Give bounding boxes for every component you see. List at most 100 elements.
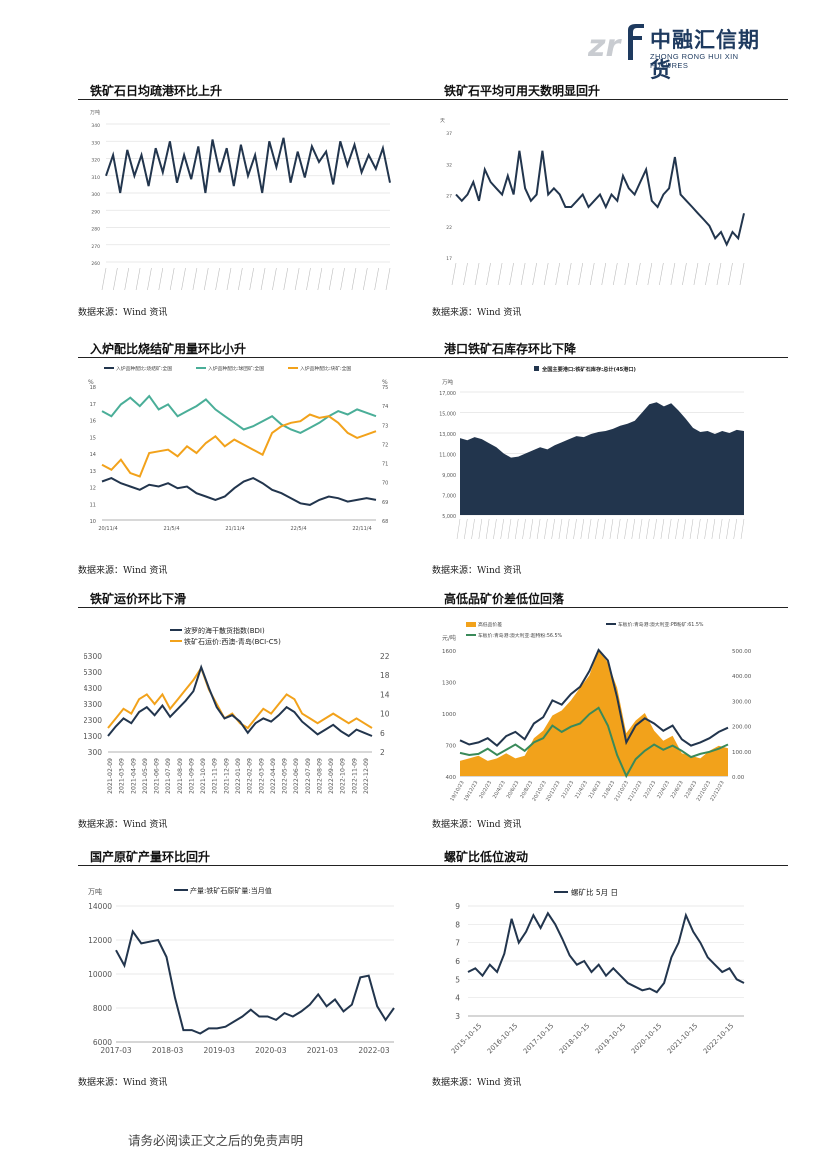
chart-freight: 波罗的海干散货指数(BDI)铁矿石运价:西澳-青岛(BCI-C5)6300530… — [84, 626, 390, 794]
x-tick-mark — [340, 267, 345, 291]
x-tick-label: 2021-10-15 — [666, 1022, 700, 1056]
panel-title: 铁矿运价环比下滑 — [90, 592, 187, 606]
y-tick-label: 1300 — [84, 732, 102, 741]
x-tick-label: 2019-10-15 — [594, 1022, 628, 1056]
y-tick-label: 310 — [91, 175, 100, 181]
x-tick-label: 2020-03 — [255, 1046, 287, 1055]
x-tick-mark — [471, 518, 475, 540]
x-tick-label: 2022-10-09 — [340, 758, 347, 794]
y-tick-label: 5 — [455, 975, 460, 984]
y-tick-label: 32 — [446, 162, 452, 168]
y-tick-label: 280 — [91, 227, 100, 233]
x-tick-mark — [558, 518, 563, 540]
series-line-bci-c5 — [107, 665, 373, 730]
y-tick-label: 75 — [382, 385, 388, 391]
y-tick-label: 14 — [380, 690, 390, 699]
y-tick-label: 17 — [90, 402, 96, 408]
x-tick-mark — [507, 518, 512, 540]
title-underline — [432, 357, 788, 358]
chart-port-inventory: 万吨 全国主要港口:铁矿石库存:总计(45港口) 17,000 15,000 13,00… — [439, 365, 745, 540]
chart-domestic-output: 万吨 产量:铁矿石原矿量:当月值1400012000100008000600020… — [88, 886, 395, 1055]
x-tick-mark — [362, 267, 368, 291]
series-line-pellet — [101, 477, 377, 506]
chart-sinter-ratio: % % 入炉品种配比:烧结矿:全国 入炉品种配比:球团矿:全国 入炉品种配比:块矿:全国… — [88, 365, 388, 532]
logo-name-cn: 中融汇信期货 — [650, 28, 760, 82]
data-source: 数据来源：Wind 资讯 — [432, 308, 522, 318]
x-tick-label: 2017-03 — [100, 1046, 132, 1055]
unit-label-left: % — [88, 379, 94, 386]
x-tick-mark — [631, 518, 636, 540]
x-tick-label: 2022-02-09 — [247, 758, 254, 794]
data-source: 数据来源：Wind 资讯 — [432, 1078, 522, 1088]
title-underline — [432, 607, 788, 608]
y-tick-label: 7,000 — [442, 494, 456, 500]
x-tick-mark — [464, 518, 468, 540]
x-tick-mark — [520, 262, 526, 286]
x-tick-label: 2022-01-09 — [235, 758, 242, 794]
x-tick-mark — [181, 267, 186, 291]
x-tick-mark — [158, 267, 164, 291]
y-tick-label: 12000 — [88, 936, 112, 945]
title-underline — [432, 865, 788, 866]
x-tick-label: 2021-10-09 — [200, 758, 207, 794]
x-tick-mark — [451, 262, 457, 286]
legend-label: 铁矿石运价:西澳-青岛(BCI-C5) — [184, 637, 281, 646]
x-tick-mark — [646, 518, 650, 540]
legend-label: 波罗的海干散货指数(BDI) — [184, 626, 265, 635]
x-tick-label: 22/11/4 — [352, 526, 371, 532]
y-tick-label: 69 — [382, 500, 388, 506]
x-tick-mark — [660, 518, 665, 540]
unit-label: 天 — [440, 118, 445, 124]
series-line-super-special — [459, 706, 729, 779]
x-tick-mark — [647, 262, 653, 286]
x-tick-label: 2018-10-15 — [558, 1022, 592, 1056]
x-tick-label: 2021-09-09 — [188, 758, 195, 794]
x-tick-mark — [124, 267, 130, 291]
y-tick-label: 27 — [446, 194, 452, 200]
data-source: 数据来源：Wind 资讯 — [78, 820, 168, 830]
y-tick-label: 11 — [90, 502, 96, 508]
x-tick-mark — [192, 267, 198, 291]
x-tick-mark — [573, 518, 577, 540]
y-tick-label: 1000 — [442, 712, 456, 718]
legend-label: 车板价:青岛港:澳大利亚:超特粉:56.5% — [478, 632, 563, 639]
x-tick-mark — [456, 518, 461, 540]
x-tick-mark — [522, 518, 526, 540]
x-tick-label: 2022-04-09 — [270, 758, 277, 794]
y-tick-label: 15 — [90, 435, 96, 441]
x-tick-label: 2021-08-09 — [177, 758, 184, 794]
y-tick-label: 700 — [446, 744, 457, 750]
x-tick-mark — [624, 518, 628, 540]
y-tick-label: 9,000 — [442, 473, 456, 479]
x-tick-label: 2017-10-15 — [522, 1022, 556, 1056]
y-tick-label: 200.00 — [732, 725, 752, 731]
y-tick-label: 100.00 — [732, 750, 752, 756]
x-tick-label: 22/5/4 — [290, 526, 306, 532]
zrf-logo-mark: zr — [587, 24, 644, 64]
x-tick-label: 2022-03-09 — [258, 758, 265, 794]
y-tick-label: 71 — [382, 462, 388, 468]
x-tick-label: 20/11/4 — [98, 526, 117, 532]
y-tick-label: 6300 — [84, 652, 102, 661]
x-tick-label: 2019-03 — [204, 1046, 236, 1055]
y-tick-label: 6 — [380, 729, 385, 738]
x-tick-label: 2021-06-09 — [154, 758, 161, 794]
x-tick-label: 2021-03-09 — [119, 758, 126, 794]
y-tick-label: 14 — [90, 452, 96, 458]
y-tick-label: 3300 — [84, 700, 102, 709]
x-tick-label: 2022-12-09 — [363, 758, 370, 794]
x-tick-mark — [532, 262, 537, 286]
panel-title: 国产原矿产量环比回升 — [90, 850, 211, 864]
x-tick-label: 2021-11-09 — [212, 758, 219, 794]
unit-label: 万吨 — [88, 887, 102, 896]
chart-grade-spread: 元/吨 高低品价差 车板价:青岛港:澳大利亚:PB粉矿:61.5% 车板价:青岛港:澳… — [442, 621, 752, 802]
series-line-sinter — [101, 394, 377, 434]
x-tick-mark — [238, 267, 243, 291]
logo-zr: zr — [588, 29, 622, 64]
x-tick-mark — [705, 262, 710, 286]
x-tick-label: 2021-07-09 — [165, 758, 172, 794]
company-logo: zr 中融汇信期货 ZHONG RONG HUI XIN FUTURES — [587, 22, 778, 82]
x-tick-mark — [283, 267, 289, 291]
x-tick-label: 2022-09-09 — [328, 758, 335, 794]
x-tick-mark — [565, 518, 570, 540]
